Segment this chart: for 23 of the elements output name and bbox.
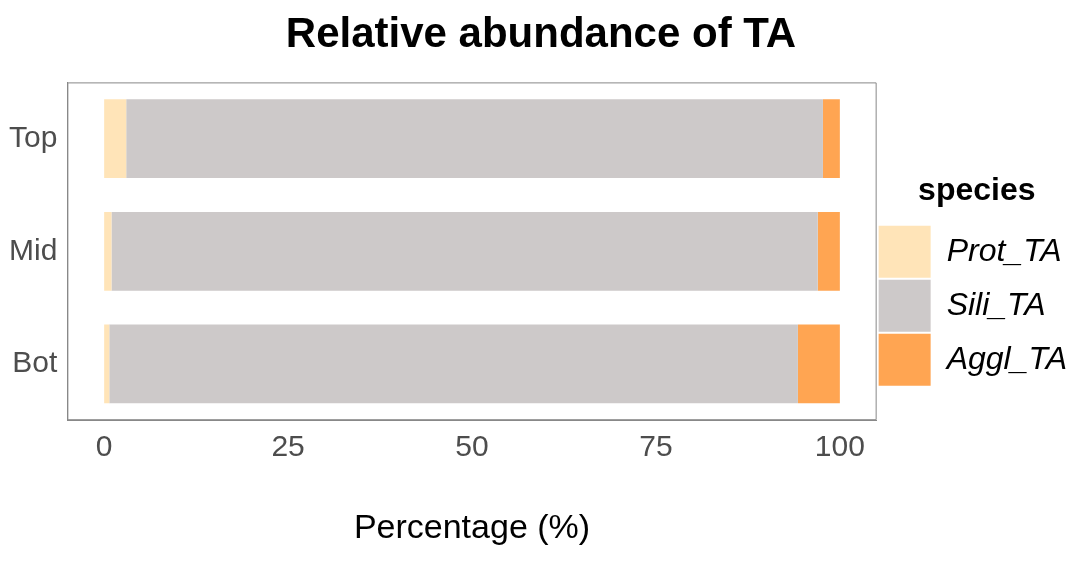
legend-label: Sili_TA (946, 285, 1046, 322)
legend-label: Prot_TA (946, 231, 1062, 268)
x-tick-label: 0 (95, 429, 113, 463)
legend-title: species (918, 171, 1036, 208)
x-tick-label: 50 (455, 429, 489, 463)
bar (109, 324, 798, 404)
y-tick-label: Mid (9, 232, 58, 266)
bar (797, 324, 840, 404)
y-tick-label: Top (8, 119, 58, 153)
x-tick-label: 100 (814, 429, 865, 463)
bar (817, 211, 840, 291)
chart-title: Relative abundance of TA (285, 8, 797, 56)
bar (822, 99, 840, 179)
legend-label: Aggl_TA (944, 339, 1067, 376)
x-axis-title: Percentage (%) (353, 506, 591, 545)
y-tick-label: Bot (12, 345, 59, 379)
bar (104, 99, 127, 179)
bar (126, 99, 823, 179)
bar (111, 211, 818, 291)
x-tick-label: 25 (271, 429, 305, 463)
bar (104, 211, 112, 291)
x-tick-label: 75 (639, 429, 673, 463)
bar (104, 324, 110, 404)
